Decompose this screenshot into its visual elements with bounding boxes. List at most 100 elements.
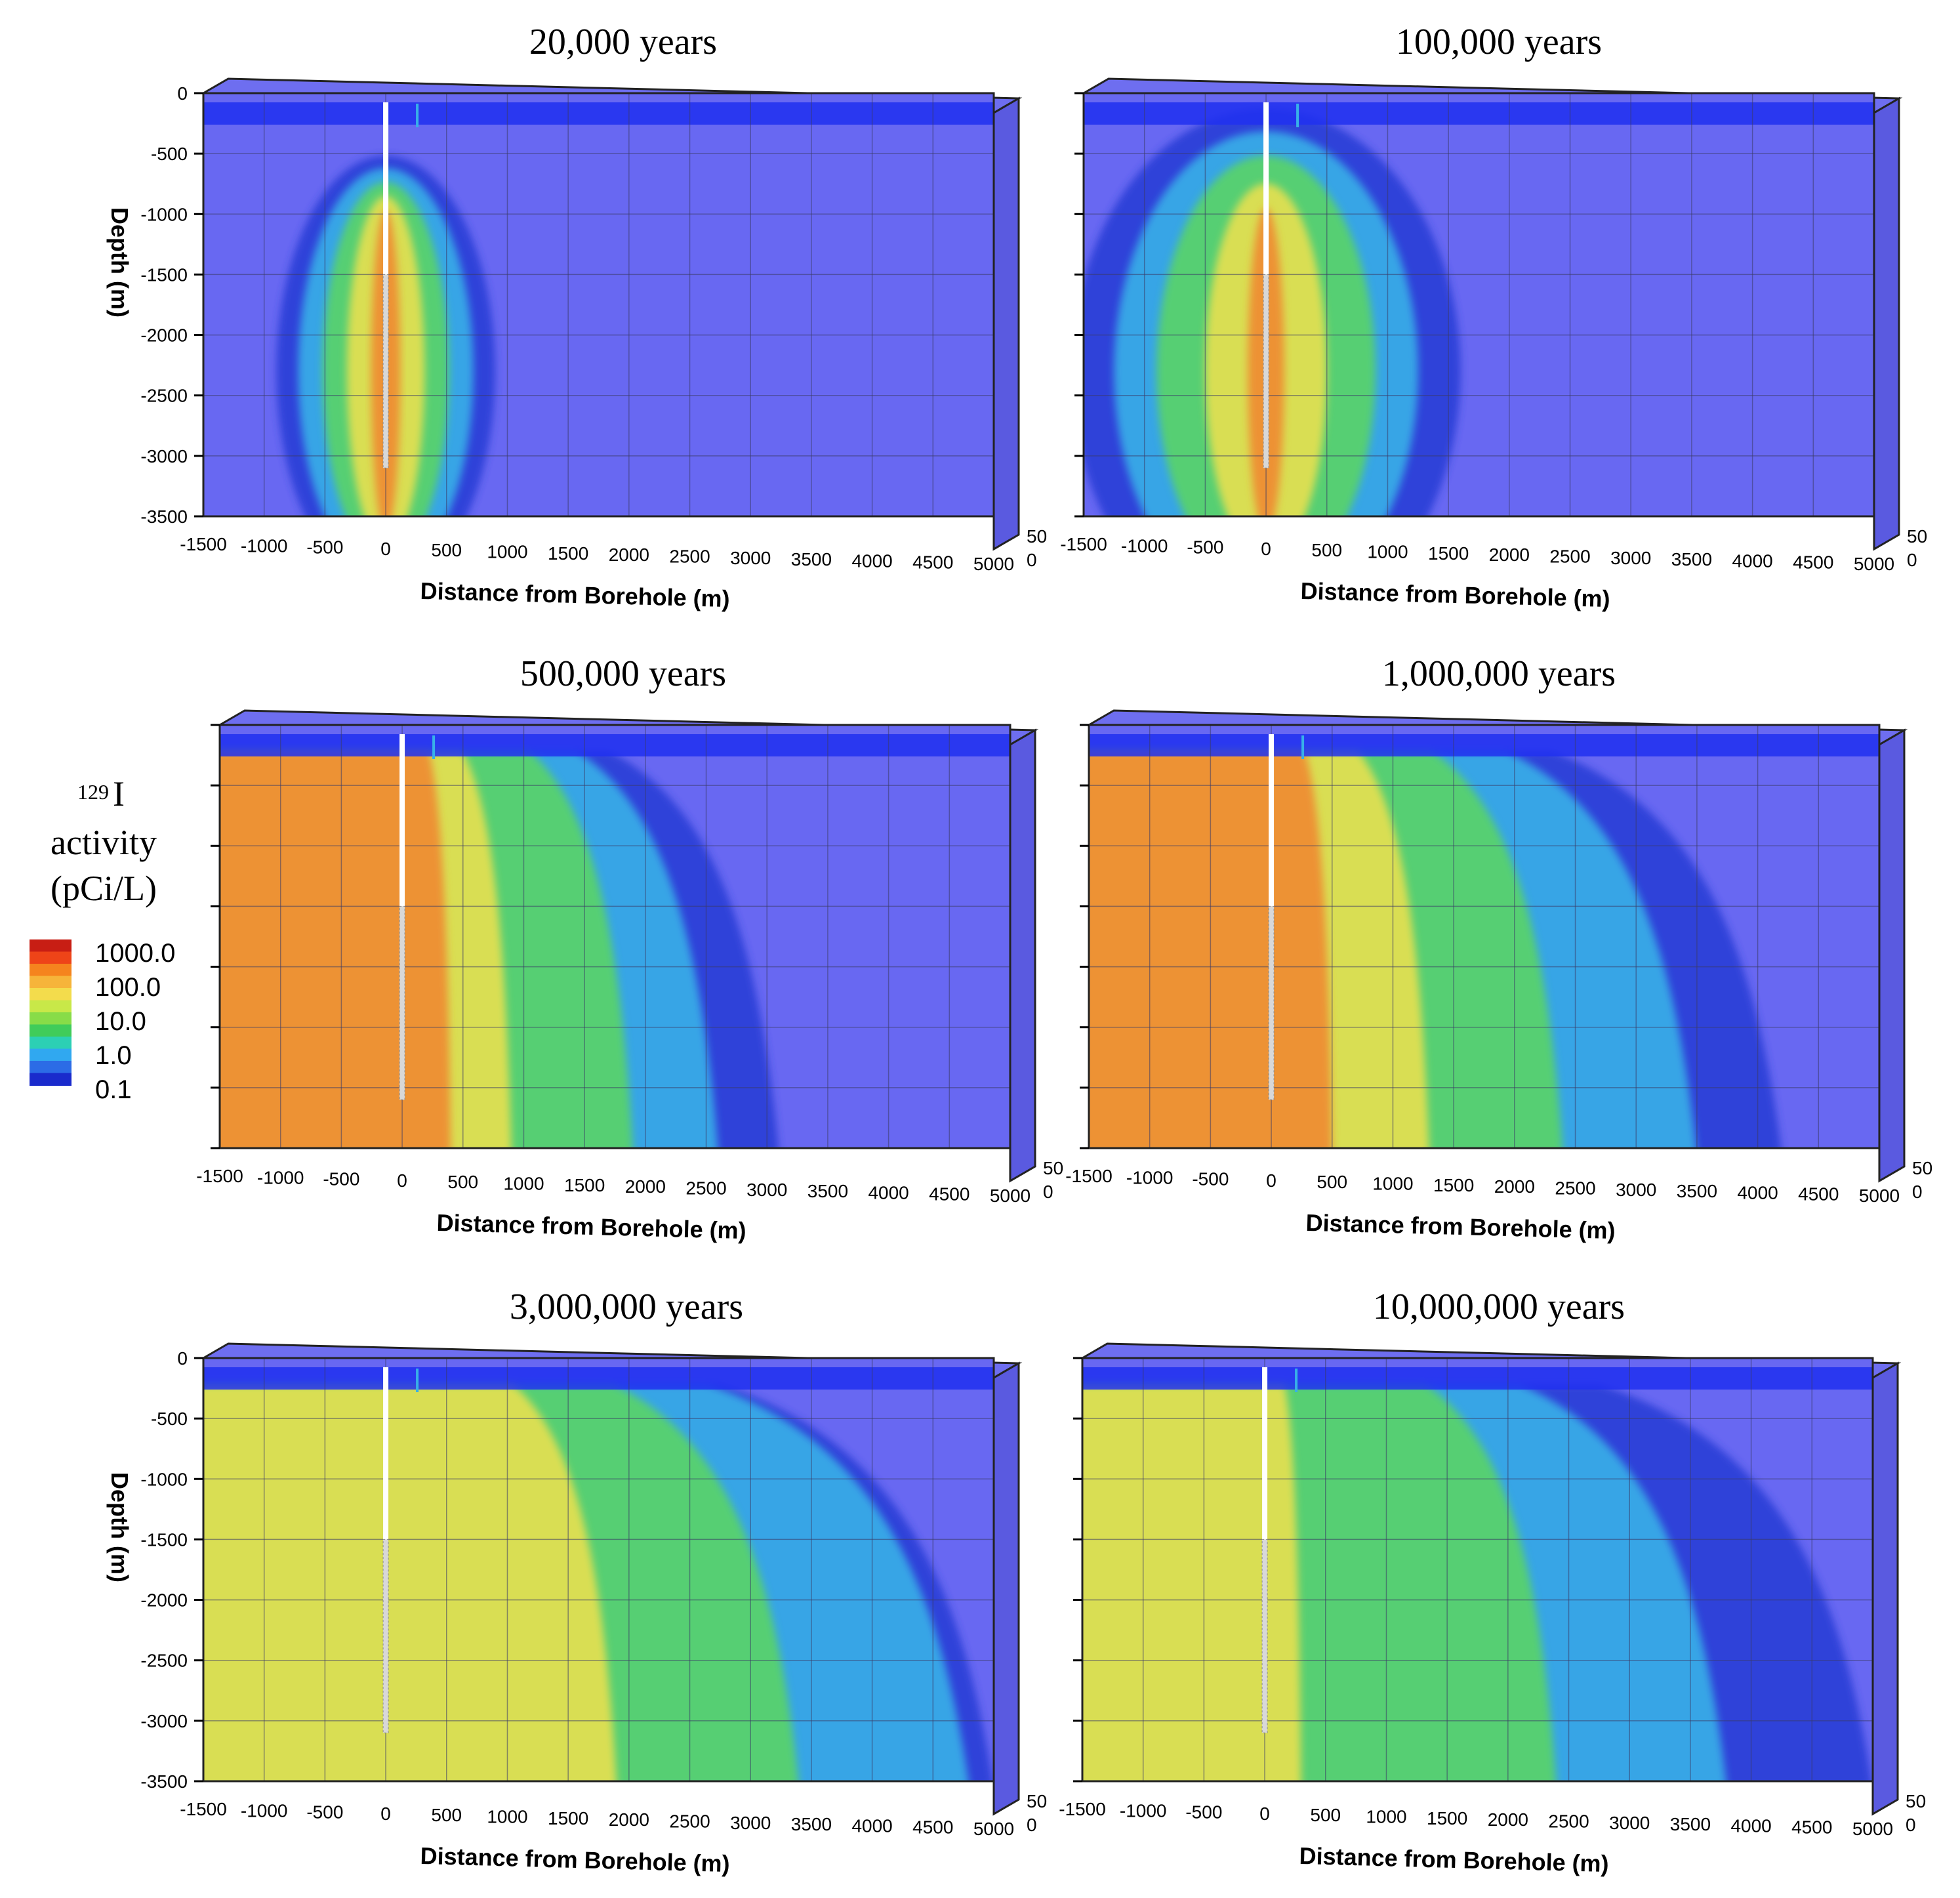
y-ticks: 0 -500 -1000 -1500 -2000 -2500 -3000 -3500 bbox=[140, 1348, 203, 1792]
panel-1: 20,000 years-1500 -1000 -500 0 500 1000 1500 20… bbox=[106, 22, 1047, 612]
y-tick-label: -3000 bbox=[140, 1711, 188, 1731]
x-tick-label: 500 bbox=[431, 540, 462, 560]
y-axis-label: Depth (m) bbox=[106, 207, 133, 318]
z-tick-label: 0 bbox=[1907, 550, 1917, 570]
legend-title-isotope: I bbox=[113, 774, 125, 814]
x-tick-label: 4500 bbox=[912, 552, 953, 573]
x-tick-label: 1000 bbox=[487, 1807, 527, 1827]
z-tick-label: 50 bbox=[1027, 1791, 1047, 1811]
x-tick-label: -500 bbox=[323, 1169, 359, 1189]
borehole-disposal-section bbox=[1268, 905, 1275, 1100]
legend-swatch bbox=[30, 1073, 71, 1086]
x-tick-label: 2500 bbox=[1549, 546, 1590, 566]
y-ticks bbox=[1080, 724, 1089, 1149]
z-tick-label: 0 bbox=[1906, 1815, 1916, 1835]
plume bbox=[1089, 751, 1782, 1148]
box-side-face bbox=[1009, 728, 1036, 1183]
x-tick-label: 2500 bbox=[669, 1811, 710, 1831]
x-tick-label: 3000 bbox=[1616, 1180, 1656, 1200]
x-tick-label: 0 bbox=[1259, 1804, 1270, 1824]
legend: 129 I activity (pCi/L) 1000.0 100.0 10.0 1.… bbox=[30, 774, 175, 1104]
x-tick-label: 4000 bbox=[851, 1815, 892, 1836]
x-tick-label: 2500 bbox=[685, 1178, 726, 1198]
panel-title: 3,000,000 years bbox=[510, 1287, 743, 1327]
aquifer-band bbox=[1082, 1367, 1873, 1390]
x-tick-label: 3000 bbox=[746, 1180, 787, 1200]
y-axis-label: Depth (m) bbox=[106, 1472, 133, 1582]
x-axis-label: Distance from Borehole (m) bbox=[436, 1209, 746, 1244]
box-side-face bbox=[1871, 1361, 1899, 1816]
y-tick-label: -1500 bbox=[140, 1529, 188, 1550]
aquifer-band bbox=[203, 1367, 994, 1390]
x-tick-label: 4000 bbox=[851, 550, 892, 571]
x-tick-label: 1000 bbox=[1367, 542, 1408, 562]
x-tick-label: 1500 bbox=[1427, 1808, 1467, 1828]
x-tick-label: 3500 bbox=[807, 1181, 848, 1201]
box-front-border bbox=[202, 1357, 995, 1783]
x-tick-label: 2500 bbox=[1555, 1178, 1595, 1198]
x-tick-label: 0 bbox=[380, 1804, 391, 1824]
x-tick-label: 1500 bbox=[548, 1808, 588, 1828]
x-tick-label: 5000 bbox=[973, 1819, 1014, 1839]
box-front-border bbox=[218, 724, 1011, 1149]
plume bbox=[1082, 1384, 1872, 1781]
x-tick-label: -1500 bbox=[1059, 1799, 1106, 1819]
x-tick-label: 0 bbox=[1266, 1170, 1276, 1191]
x-tick-label: -1500 bbox=[180, 1799, 227, 1819]
x-tick-label: 500 bbox=[1317, 1172, 1347, 1192]
box-front-border bbox=[1082, 92, 1875, 518]
legend-swatch bbox=[30, 1061, 71, 1074]
borehole-disposal-section bbox=[399, 905, 405, 1100]
x-tick-label: 1500 bbox=[1428, 543, 1469, 564]
x-tick-label: 4500 bbox=[1791, 1817, 1832, 1838]
x-tick-labels: -1500 -1000 -500 0 500 1000 1500 2000 2500 3000 35… bbox=[1059, 1799, 1893, 1839]
z-tick-label: 50 bbox=[1907, 526, 1927, 547]
box-front-border bbox=[1081, 1357, 1874, 1783]
legend-label: 1000.0 bbox=[95, 939, 175, 968]
x-tick-label: -1000 bbox=[257, 1167, 304, 1187]
panel-4: 1,000,000 years-1500 -1000 -500 0 500 1000 150… bbox=[1065, 653, 1932, 1244]
y-ticks bbox=[1074, 92, 1084, 518]
legend-swatch bbox=[30, 1000, 71, 1013]
y-tick-label: 0 bbox=[177, 83, 188, 104]
x-tick-label: 2500 bbox=[669, 546, 710, 566]
legend-title-activity: activity bbox=[51, 823, 157, 862]
x-axis-label: Distance from Borehole (m) bbox=[420, 1842, 730, 1877]
borehole-casing bbox=[399, 734, 405, 907]
z-tick-labels: 500 bbox=[1906, 1791, 1926, 1835]
x-tick-label: -1000 bbox=[241, 1800, 288, 1821]
x-tick-label: 2000 bbox=[609, 545, 649, 565]
y-tick-label: -2500 bbox=[140, 386, 188, 406]
y-tick-label: -3500 bbox=[140, 506, 188, 527]
borehole-casing bbox=[1263, 102, 1269, 275]
aquifer-band bbox=[220, 734, 1010, 756]
z-tick-label: 0 bbox=[1043, 1182, 1053, 1202]
x-tick-label: 2500 bbox=[1548, 1811, 1589, 1831]
y-ticks bbox=[211, 724, 220, 1149]
y-tick-label: -2000 bbox=[140, 1590, 188, 1611]
box-side-face bbox=[992, 1361, 1020, 1816]
x-tick-label: 5000 bbox=[1854, 554, 1894, 574]
x-axis-label: Distance from Borehole (m) bbox=[1300, 577, 1610, 612]
x-tick-label: 5000 bbox=[1859, 1186, 1900, 1206]
x-tick-labels: -1500 -1000 -500 0 500 1000 1500 2000 2500 3000 35… bbox=[1065, 1166, 1900, 1206]
x-tick-label: 2000 bbox=[609, 1809, 649, 1830]
y-tick-label: -2000 bbox=[140, 325, 188, 346]
legend-swatch bbox=[30, 1048, 71, 1062]
x-tick-label: 3000 bbox=[730, 548, 771, 568]
x-tick-labels: -1500 -1000 -500 0 500 1000 1500 2000 2500 3000 35… bbox=[180, 1799, 1014, 1839]
x-tick-label: 0 bbox=[397, 1170, 407, 1191]
contour-100 bbox=[1082, 1384, 1301, 1781]
x-tick-label: 4000 bbox=[1737, 1182, 1778, 1203]
panel-3: 500,000 years-1500 -1000 -500 0 500 1000 1500 2… bbox=[196, 653, 1063, 1244]
contour-100 bbox=[203, 1384, 617, 1781]
legend-title-units: (pCi/L) bbox=[51, 869, 157, 908]
x-tick-label: -500 bbox=[1185, 1802, 1222, 1823]
x-tick-label: 1000 bbox=[487, 542, 527, 562]
panel-title: 100,000 years bbox=[1396, 22, 1602, 62]
borehole-disposal-section bbox=[382, 274, 389, 468]
borehole-disposal-section bbox=[1261, 1538, 1268, 1733]
borehole-casing bbox=[1262, 1367, 1268, 1540]
z-tick-label: 50 bbox=[1906, 1791, 1926, 1811]
